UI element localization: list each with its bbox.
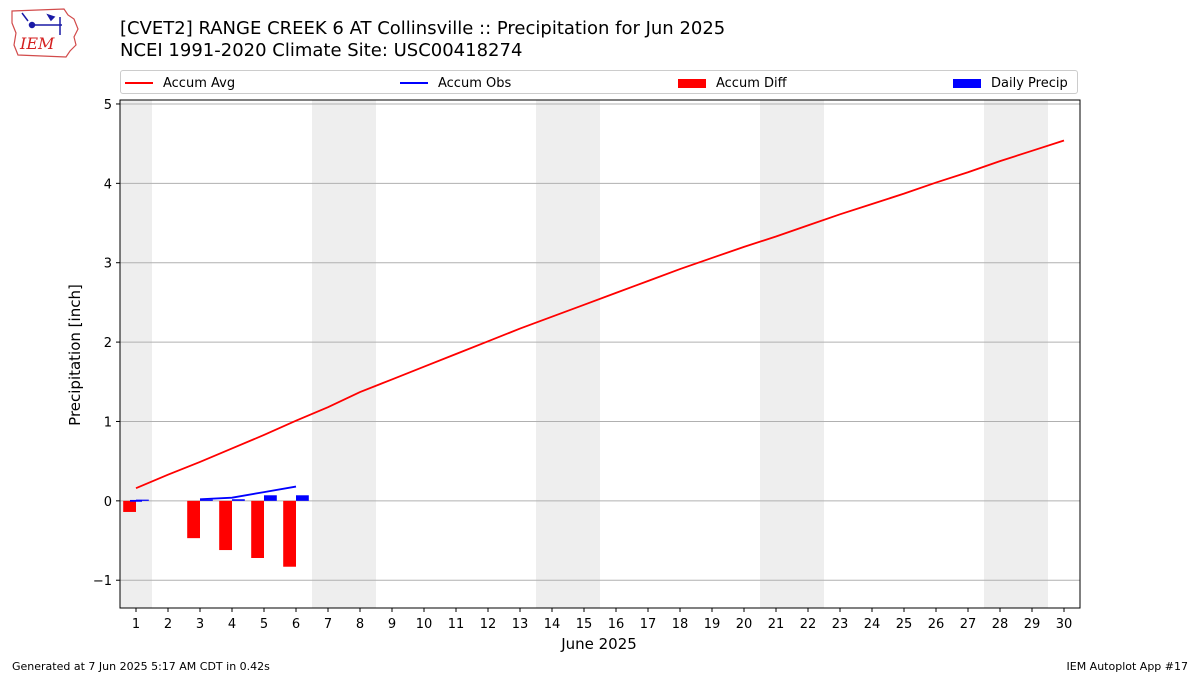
daily-precip-bar [232, 499, 245, 501]
x-tick-label: 2 [164, 617, 172, 632]
accum-diff-bar [219, 500, 232, 551]
x-tick-label: 15 [576, 617, 593, 632]
weekend-shading [120, 100, 1048, 608]
app-credit: IEM Autoplot App #17 [1066, 660, 1189, 673]
weekend-shade-0 [120, 100, 152, 608]
x-tick-label: 13 [512, 617, 529, 632]
x-axis-ticks: 1 2 3 4 5 6 7 8 9 10 11 12 13 14 15 16 17 18 19 20 21 22 23 24 2… [132, 608, 1072, 632]
x-tick-label: 27 [960, 617, 977, 632]
y-tick-label: −1 [93, 574, 112, 589]
y-tick-label: 4 [104, 177, 112, 192]
legend-item-accum-diff: Accum Diff [678, 74, 787, 92]
y-tick-label: 3 [104, 257, 112, 272]
x-tick-label: 22 [800, 617, 817, 632]
y-tick-label: 1 [104, 415, 112, 430]
legend-label-accum-obs: Accum Obs [438, 75, 512, 91]
legend-swatch-accum-avg [125, 82, 153, 84]
x-tick-label: 18 [672, 617, 689, 632]
x-tick-label: 14 [544, 617, 561, 632]
iem-logo-text: IEM [19, 34, 55, 53]
line-series [130, 139, 1065, 502]
x-tick-label: 5 [260, 617, 268, 632]
x-tick-label: 29 [1024, 617, 1041, 632]
x-tick-label: 21 [768, 617, 785, 632]
state-outline-icon [11, 8, 79, 58]
x-tick-label: 10 [416, 617, 433, 632]
x-tick-label: 9 [388, 617, 396, 632]
x-tick-label: 25 [896, 617, 913, 632]
daily-precip-bar [296, 495, 309, 501]
y-tick-label: 0 [104, 495, 112, 510]
accum-diff-bar [251, 500, 264, 558]
accum-diff-bar [187, 500, 200, 539]
x-tick-label: 26 [928, 617, 945, 632]
plot-frame [119, 99, 1081, 609]
accum-obs-line [199, 485, 297, 501]
x-tick-label: 3 [196, 617, 204, 632]
x-tick-label: 4 [228, 617, 236, 632]
weekend-shade-4 [984, 100, 1048, 608]
iem-logo: IEM [11, 8, 79, 58]
legend-swatch-accum-diff [678, 78, 706, 88]
x-tick-label: 6 [292, 617, 300, 632]
legend-swatch-daily-precip [953, 78, 981, 88]
x-tick-label: 20 [736, 617, 753, 632]
legend-item-accum-obs: Accum Obs [400, 74, 511, 92]
chart-subtitle: NCEI 1991-2020 Climate Site: USC00418274 [120, 40, 523, 61]
x-tick-label: 23 [832, 617, 849, 632]
legend-label-accum-avg: Accum Avg [163, 75, 236, 91]
accum-avg-line [135, 139, 1065, 489]
daily-precip-bar [264, 495, 277, 501]
legend-item-daily-precip: Daily Precip [953, 74, 1068, 92]
x-tick-label: 1 [132, 617, 140, 632]
x-tick-label: 17 [640, 617, 657, 632]
bar-series [123, 495, 309, 567]
chart-title: [CVET2] RANGE CREEK 6 AT Collinsville ::… [120, 18, 726, 39]
legend-label-accum-diff: Accum Diff [716, 75, 787, 91]
x-tick-label: 19 [704, 617, 721, 632]
weather-station-icon [21, 12, 62, 35]
y-tick-label: 2 [104, 336, 112, 351]
legend-swatch-accum-obs [400, 82, 428, 84]
accum-diff-bar [123, 500, 136, 512]
y-gridlines [120, 103, 1080, 581]
x-tick-label: 16 [608, 617, 625, 632]
y-axis-label: Precipitation [inch] [66, 284, 84, 426]
legend: Accum Avg Accum Obs Accum Diff Daily Pre… [120, 70, 1078, 94]
x-tick-label: 8 [356, 617, 364, 632]
x-tick-label: 24 [864, 617, 881, 632]
y-axis-ticks: −1 0 1 2 3 4 5 [93, 98, 120, 589]
generated-timestamp: Generated at 7 Jun 2025 5:17 AM CDT in 0… [12, 660, 270, 673]
x-axis-label: June 2025 [560, 635, 637, 653]
x-tick-label: 12 [480, 617, 497, 632]
daily-precip-bar [200, 499, 213, 501]
x-tick-label: 7 [324, 617, 332, 632]
weekend-shade-1 [312, 100, 376, 608]
legend-label-daily-precip: Daily Precip [991, 75, 1068, 91]
y-tick-label: 5 [104, 98, 112, 113]
weekend-shade-3 [760, 100, 824, 608]
x-tick-label: 11 [448, 617, 465, 632]
legend-item-accum-avg: Accum Avg [125, 74, 235, 92]
x-tick-label: 28 [992, 617, 1009, 632]
weekend-shade-2 [536, 100, 600, 608]
accum-diff-bar [283, 500, 296, 567]
x-tick-label: 30 [1056, 617, 1073, 632]
daily-precip-bar [136, 499, 149, 501]
